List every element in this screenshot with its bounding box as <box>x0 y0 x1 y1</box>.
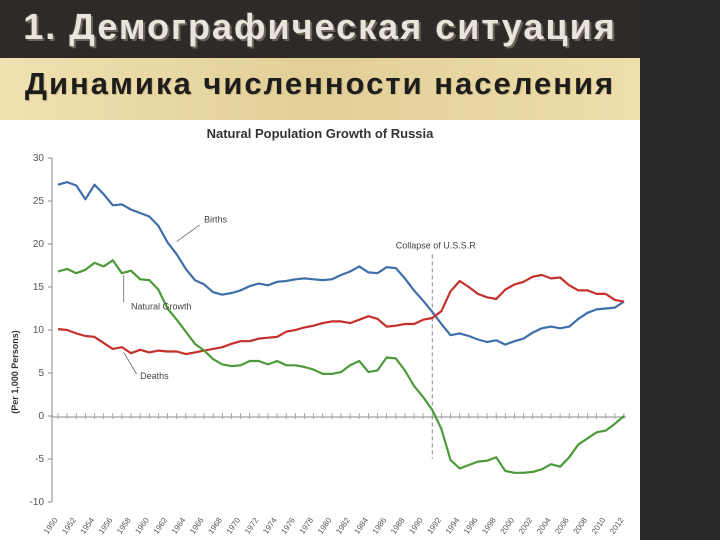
y-tick-label: 25 <box>33 196 45 207</box>
deaths-line <box>57 273 625 356</box>
y-tick-label: 5 <box>38 368 44 379</box>
x-tick-label: 1950 <box>42 516 60 536</box>
x-tick-label: 2010 <box>590 516 608 536</box>
x-tick-label: 1960 <box>133 516 151 536</box>
x-tick-label: 1986 <box>371 516 389 536</box>
x-tick-label: 1988 <box>389 516 407 536</box>
annotation-label: Deaths <box>140 371 169 381</box>
x-tick-label: 1970 <box>225 516 243 536</box>
x-tick-label: 1982 <box>334 516 352 536</box>
x-tick-label: 1968 <box>206 516 224 536</box>
annotation-label: Collapse of U.S.S.R <box>396 240 477 250</box>
annotation-label: Natural Growth <box>131 301 192 311</box>
x-tick-label: 1956 <box>97 516 115 536</box>
births-line <box>57 180 625 346</box>
x-tick-label: 1984 <box>352 516 370 536</box>
x-tick-label: 1990 <box>407 516 425 536</box>
y-tick-label: 30 <box>33 153 45 164</box>
y-tick-label: 15 <box>33 282 45 293</box>
y-tick-label: 20 <box>33 239 45 250</box>
x-ticks: 1950 1952 1954 1956 1958 1960 1962 1964 1966 1968… <box>42 413 626 536</box>
x-tick-label: 1972 <box>243 516 261 536</box>
x-tick-label: 1962 <box>152 516 170 536</box>
slide-subtitle: Динамика численности населения <box>24 66 616 101</box>
annotations: Births Natural Growth Deaths Collapse of U.… <box>123 215 477 381</box>
x-tick-label: 1964 <box>170 516 188 536</box>
natural-growth-line <box>57 259 625 474</box>
population-chart: Natural Population Growth of Russia (Per… <box>10 126 626 536</box>
x-tick-label: 1978 <box>298 516 316 536</box>
x-tick-label: 2004 <box>535 516 553 536</box>
x-tick-label: 1952 <box>60 516 78 536</box>
x-tick-label: 2006 <box>553 516 571 536</box>
x-tick-label: 1994 <box>444 516 462 536</box>
x-tick-label: 1974 <box>261 516 279 536</box>
annotation-label: Births <box>204 215 228 225</box>
x-tick-label: 2012 <box>608 516 626 536</box>
x-tick-label: 1998 <box>480 516 498 536</box>
y-tick-label: -10 <box>30 497 45 508</box>
slide-title: 1. Демографическая ситуация <box>23 6 617 47</box>
x-tick-label: 2008 <box>572 516 590 536</box>
x-tick-label: 1976 <box>279 516 297 536</box>
x-tick-label: 1954 <box>79 516 97 536</box>
x-tick-label: 1996 <box>462 516 480 536</box>
y-tick-label: 10 <box>33 325 45 336</box>
x-tick-label: 1958 <box>115 516 133 536</box>
y-ticks: 30 25 20 15 10 5 0 -5 -10 <box>30 153 52 508</box>
chart-title: Natural Population Growth of Russia <box>207 126 435 141</box>
annotation-leader <box>176 224 200 242</box>
x-tick-label: 1980 <box>316 516 334 536</box>
x-tick-label: 1966 <box>188 516 206 536</box>
y-tick-label: 0 <box>38 411 44 422</box>
series-lines <box>57 180 625 474</box>
x-tick-label: 2000 <box>499 516 517 536</box>
y-tick-label: -5 <box>35 454 44 465</box>
annotation-leader <box>123 352 137 375</box>
y-axis-label: (Per 1,000 Persons) <box>10 330 20 414</box>
x-tick-label: 1992 <box>425 516 443 536</box>
x-tick-label: 2002 <box>517 516 535 536</box>
